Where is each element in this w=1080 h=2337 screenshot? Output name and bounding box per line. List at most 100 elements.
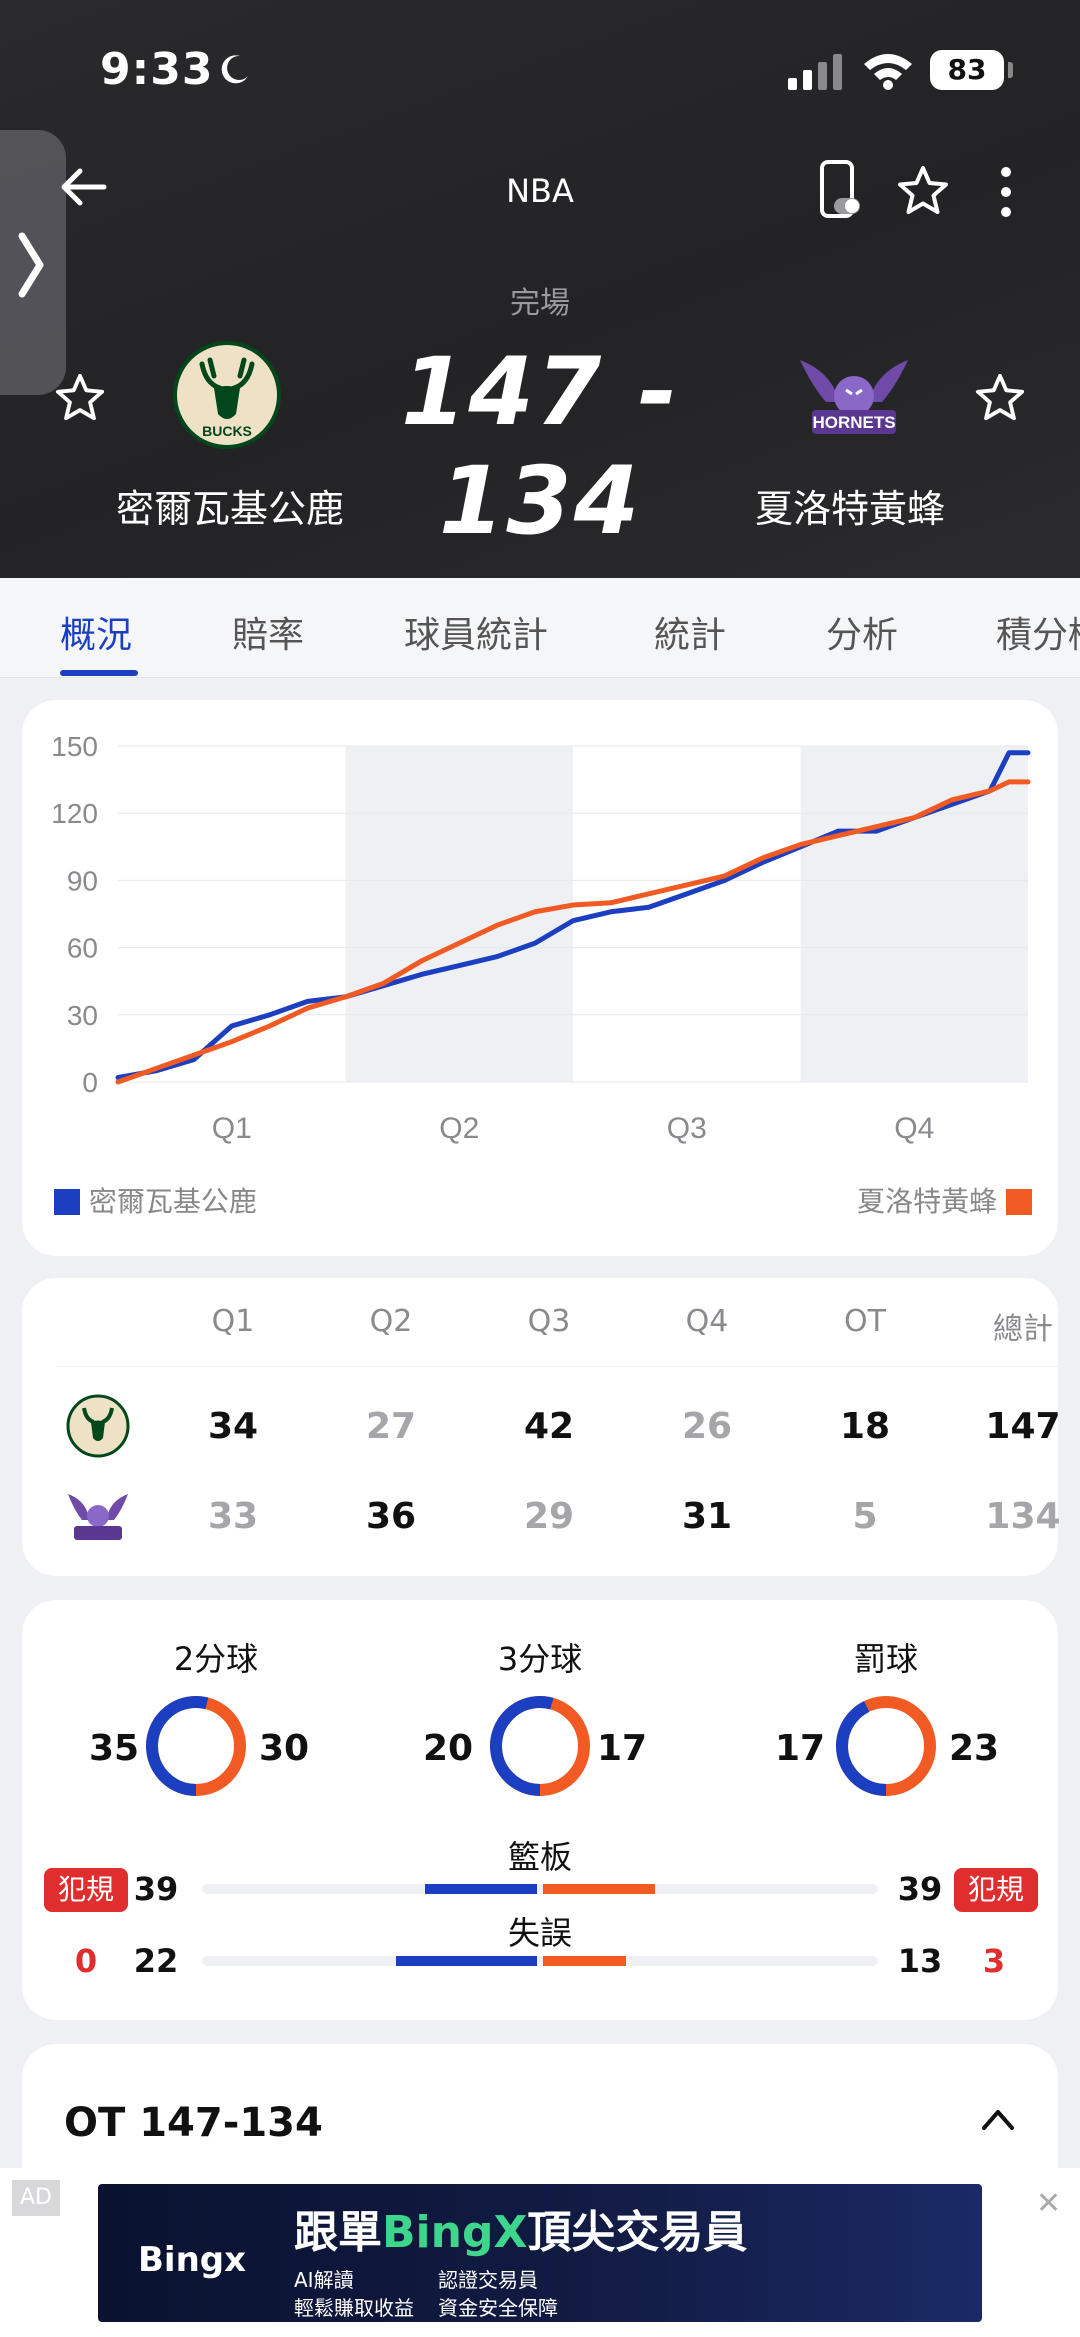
away-favorite-star-icon[interactable] — [974, 372, 1026, 424]
ad-banner-area: AD ✕ Bingx 跟單BingX頂尖交易員 AI解讀 認證交易員 輕鬆賺取收… — [0, 2168, 1080, 2337]
battery-tip — [1008, 62, 1013, 78]
tab-bar: 概況 賠率 球員統計 統計 分析 積分榜 — [0, 578, 1080, 678]
svg-text:BUCKS: BUCKS — [202, 423, 252, 439]
ad-headline-pre: 跟單 — [294, 2207, 382, 2258]
ad-brand: Bingx — [138, 2240, 247, 2280]
hornets-logo-small — [68, 1494, 128, 1540]
turnovers-label: 失誤 — [507, 1914, 572, 1952]
away-q4: 31 — [681, 1496, 733, 1537]
col-header-ot: OT — [844, 1304, 886, 1339]
final-score: 147 - 134 — [401, 338, 679, 556]
stat-3pt-away: 17 — [596, 1728, 648, 1769]
tab-standings[interactable]: 積分榜 — [996, 615, 1080, 656]
chevron-right-icon — [18, 232, 44, 298]
team-stats-card: 2分球 35 30 3分球 20 17 罰球 17 23 犯規 犯規 0 3 籃… — [22, 1600, 1058, 2020]
home-fouls-count: 0 — [74, 1942, 98, 1980]
stat-2pt-label: 2分球 — [173, 1640, 259, 1678]
quarter-band-q1 — [118, 746, 346, 1082]
away-team-name[interactable]: 夏洛特黃蜂 — [754, 487, 945, 531]
home-q4: 26 — [681, 1406, 733, 1447]
stat-2pt-away: 30 — [258, 1728, 310, 1769]
turnovers-away: 13 — [897, 1942, 943, 1980]
stat-ft-label: 罰球 — [853, 1640, 918, 1678]
x-tick-label: Q2 — [439, 1112, 479, 1145]
quarter-band-q2 — [345, 746, 573, 1082]
rebounds-label: 籃板 — [507, 1838, 572, 1876]
phone-toggle-icon[interactable] — [816, 160, 862, 220]
tab-analysis[interactable]: 分析 — [826, 615, 899, 656]
legend-home-label: 密爾瓦基公鹿 — [88, 1185, 257, 1218]
rebounds-home: 39 — [133, 1870, 179, 1908]
signal-icon — [788, 54, 842, 90]
home-q2: 27 — [365, 1406, 417, 1447]
battery-indicator: 83 — [930, 50, 1004, 90]
stat-3pt-donut — [490, 1696, 590, 1796]
tab-stats[interactable]: 統計 — [654, 615, 727, 656]
ad-point-2: 認證交易員 — [438, 2268, 538, 2292]
side-drawer-handle[interactable] — [0, 130, 66, 395]
clock: 9:33 — [100, 44, 214, 95]
series-line-away — [115, 779, 1031, 1085]
stat-2pt-home: 35 — [88, 1728, 140, 1769]
back-arrow-icon[interactable] — [58, 162, 108, 212]
ad-tag: AD — [12, 2180, 60, 2216]
rebounds-bar-away — [543, 1884, 655, 1894]
ad-point-1: AI解讀 — [294, 2268, 354, 2292]
hornets-logo: HORNETS — [800, 360, 908, 434]
legend-home-swatch — [54, 1189, 80, 1215]
ad-close-icon[interactable]: ✕ — [1036, 2186, 1062, 2221]
home-team-name[interactable]: 密爾瓦基公鹿 — [115, 487, 344, 531]
legend-away: 夏洛特黃蜂 — [857, 1180, 1032, 1220]
rebounds-bar-home — [425, 1884, 537, 1894]
more-options-icon[interactable] — [992, 164, 1020, 220]
rebounds-track — [202, 1884, 878, 1894]
legend-away-label: 夏洛特黃蜂 — [857, 1185, 998, 1218]
quarter-band-q4 — [800, 746, 1028, 1082]
status-bar: 9:33 83 — [0, 0, 1080, 140]
x-tick-label: Q4 — [894, 1112, 934, 1145]
col-header-total: 總計 — [993, 1312, 1053, 1347]
game-status: 完場 — [510, 286, 570, 321]
stat-ft-away: 23 — [948, 1728, 1000, 1769]
y-tick-label: 90 — [67, 865, 98, 896]
bucks-logo-small — [66, 1394, 130, 1458]
match-header: 9:33 83 NBA 完場 — [0, 0, 1080, 578]
tab-player-stats[interactable]: 球員統計 — [404, 615, 549, 656]
home-total: 147 — [985, 1406, 1061, 1447]
ad-point-3: 輕鬆賺取收益 — [294, 2296, 414, 2320]
y-tick-label: 0 — [82, 1067, 98, 1098]
active-tab-indicator — [60, 670, 138, 676]
league-title: NBA — [506, 172, 574, 210]
away-fouls-count: 3 — [982, 1942, 1006, 1980]
legend-away-swatch — [1006, 1189, 1032, 1215]
y-tick-label: 150 — [51, 731, 98, 762]
legend-home: 密爾瓦基公鹿 — [54, 1180, 257, 1220]
ad-point-4: 資金安全保障 — [438, 2296, 558, 2320]
moon-icon — [221, 55, 248, 84]
x-tick-label: Q1 — [212, 1112, 252, 1145]
favorite-star-icon[interactable] — [896, 164, 950, 218]
away-q1: 33 — [207, 1496, 259, 1537]
x-tick-label: Q3 — [667, 1112, 707, 1145]
turnovers-bar-away — [543, 1956, 626, 1966]
chevron-up-icon[interactable] — [978, 2104, 1018, 2134]
y-tick-label: 30 — [67, 1000, 98, 1031]
ad-headline-post: 頂尖交易員 — [527, 2207, 748, 2258]
away-total: 134 — [985, 1496, 1061, 1537]
away-fouls-badge: 犯規 — [954, 1868, 1038, 1912]
rebounds-away: 39 — [897, 1870, 943, 1908]
ad-banner[interactable]: Bingx 跟單BingX頂尖交易員 AI解讀 認證交易員 輕鬆賺取收益 資金安… — [98, 2184, 982, 2322]
wifi-icon — [864, 54, 912, 90]
table-divider — [56, 1366, 1058, 1367]
score-progression-chart: 150 120 90 60 30 0 Q1 Q2 Q3 Q4 — [51, 731, 1031, 1145]
stat-3pt-home: 20 — [422, 1728, 474, 1769]
home-favorite-star-icon[interactable] — [54, 372, 106, 424]
bucks-logo: BUCKS — [173, 341, 281, 449]
home-ot: 18 — [839, 1406, 891, 1447]
ad-headline: 跟單BingX頂尖交易員 — [294, 2196, 747, 2260]
home-fouls-badge: 犯規 — [44, 1868, 128, 1912]
ot-section-title: OT 147-134 — [64, 2100, 323, 2146]
col-header-q1: Q1 — [211, 1304, 255, 1339]
tab-odds[interactable]: 賠率 — [232, 615, 305, 656]
tab-overview[interactable]: 概況 — [60, 615, 133, 656]
